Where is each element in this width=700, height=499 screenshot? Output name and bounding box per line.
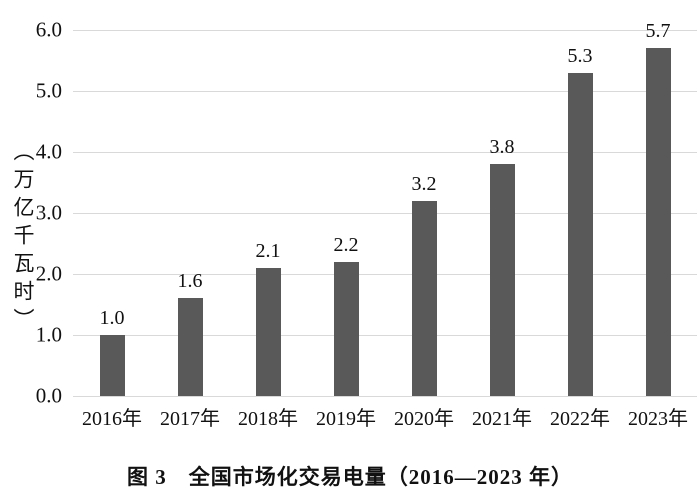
gridline xyxy=(73,334,697,336)
x-tick-label: 2018年 xyxy=(238,408,298,430)
bar-value-label: 1.6 xyxy=(177,270,203,293)
y-tick-label: 4.0 xyxy=(35,139,62,164)
bar xyxy=(567,72,593,396)
figure-caption: 图 3 全国市场化交易电量（2016—2023 年） xyxy=(127,465,573,489)
bar-value-label: 2.1 xyxy=(255,239,281,262)
y-tick-label: 3.0 xyxy=(35,200,62,225)
bar-series: 1.0 1.6 2.1 2.2 3.2 3.8 5.3 5.7 xyxy=(73,21,697,396)
bar xyxy=(177,298,203,396)
y-axis-tick-labels: 0.0 1.0 2.0 3.0 4.0 5.0 6.0 xyxy=(0,19,62,406)
gridline xyxy=(73,212,697,214)
x-axis-tick-labels: 2016年 2017年 2018年 2019年 2020年 2021年 2022年 2023年 xyxy=(73,402,697,431)
y-tick-label: 1.0 xyxy=(35,322,62,347)
y-tick-label: 5.0 xyxy=(35,78,62,103)
bar xyxy=(99,335,125,396)
gridline xyxy=(73,273,697,275)
bar-column-2023年: 5.7 xyxy=(619,21,697,396)
bar-column-2021年: 3.8 xyxy=(463,30,541,396)
y-tick-label: 0.0 xyxy=(35,383,62,408)
bar xyxy=(411,200,437,396)
gridline xyxy=(73,29,697,31)
x-tick-label: 2022年 xyxy=(550,408,610,430)
bar xyxy=(489,164,515,396)
bar-value-label: 3.2 xyxy=(411,172,437,195)
y-axis-title: （万亿千瓦时） xyxy=(11,140,35,336)
bar xyxy=(255,267,281,396)
bar-column-2017年: 1.6 xyxy=(151,30,229,396)
x-tick-label: 2017年 xyxy=(160,408,220,430)
bar-value-label: 2.2 xyxy=(333,233,359,256)
x-tick-label: 2020年 xyxy=(394,408,454,430)
bar-value-label: 5.7 xyxy=(645,20,671,43)
x-tick-label: 2019年 xyxy=(316,408,376,430)
gridlines xyxy=(73,29,697,397)
x-tick-label: 2023年 xyxy=(628,408,688,430)
bar-column-2022年: 5.3 xyxy=(541,30,619,396)
gridline xyxy=(73,395,697,397)
gridline xyxy=(73,151,697,153)
x-tick-label: 2016年 xyxy=(82,408,142,430)
gridline xyxy=(73,90,697,92)
y-tick-label: 2.0 xyxy=(35,261,62,286)
y-tick-label: 6.0 xyxy=(35,17,62,42)
bar-value-label: 5.3 xyxy=(567,44,593,67)
chart-area: （万亿千瓦时） 0.0 1.0 2.0 3.0 4.0 5.0 6.0 1.0 1.6 2.1 2… xyxy=(0,19,697,431)
bar xyxy=(645,48,671,396)
bar-value-label: 3.8 xyxy=(489,136,515,159)
bar-column-2019年: 2.2 xyxy=(307,30,385,396)
plot-area: 1.0 1.6 2.1 2.2 3.2 3.8 5.3 5.7 xyxy=(73,21,697,397)
bar-value-label: 1.0 xyxy=(99,307,125,329)
bar-column-2020年: 3.2 xyxy=(385,30,463,396)
bar xyxy=(333,261,359,396)
bar-column-2016年: 1.0 xyxy=(73,30,151,396)
bar-column-2018年: 2.1 xyxy=(229,30,307,396)
x-tick-label: 2021年 xyxy=(472,408,532,430)
